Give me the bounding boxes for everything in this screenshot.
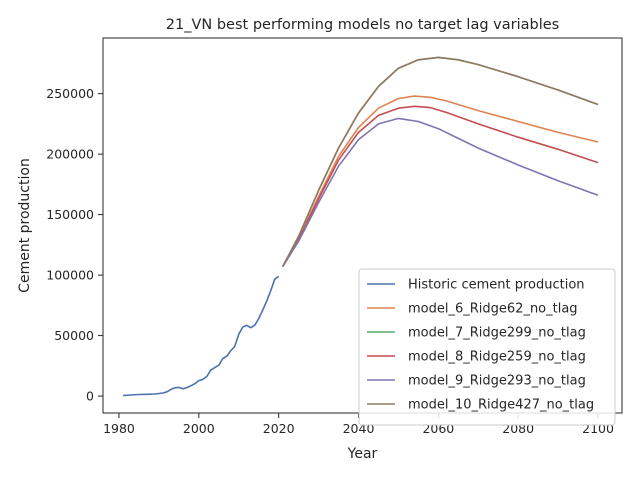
y-axis-title: Cement production [17,158,33,293]
legend-box [358,268,616,426]
x-tick-label: 2000 [183,421,215,436]
plot-area [102,37,623,414]
y-tick-label: 100000 [46,268,94,283]
x-axis: 1980 2000 2020 2040 2060 2080 2100 [103,413,614,436]
y-tick-label: 250000 [46,86,94,101]
y-tick-label: 50000 [54,328,94,343]
y-axis: 0 50000 100000 150000 200000 250000 [46,86,103,404]
legend-label: model_7_Ridge299_no_tlag [408,326,586,341]
series-line-4 [282,105,599,268]
x-tick-label: 1980 [103,421,135,436]
series-line-6 [281,56,599,267]
x-tick-label: 2020 [263,421,295,436]
legend-label: Historic cement production [408,278,585,293]
legend-label: model_6_Ridge62_no_tlag [408,302,578,317]
x-axis-title: Year [347,446,378,462]
legend: Historic cement production model_6_Ridge6… [358,268,616,426]
y-tick-label: 0 [86,389,94,404]
y-tick-label: 200000 [46,147,94,162]
series-line-3 [281,56,599,267]
legend-label: model_9_Ridge293_no_tlag [408,374,586,389]
legend-label: model_10_Ridge427_no_tlag [408,398,594,413]
chart-title: 21_VN best performing models no target l… [166,17,559,33]
series-line-1 [122,275,280,397]
y-tick-label: 150000 [46,207,94,222]
legend-label: model_8_Ridge259_no_tlag [408,350,586,365]
series-line-5 [282,117,599,268]
series-line-2 [282,95,599,267]
